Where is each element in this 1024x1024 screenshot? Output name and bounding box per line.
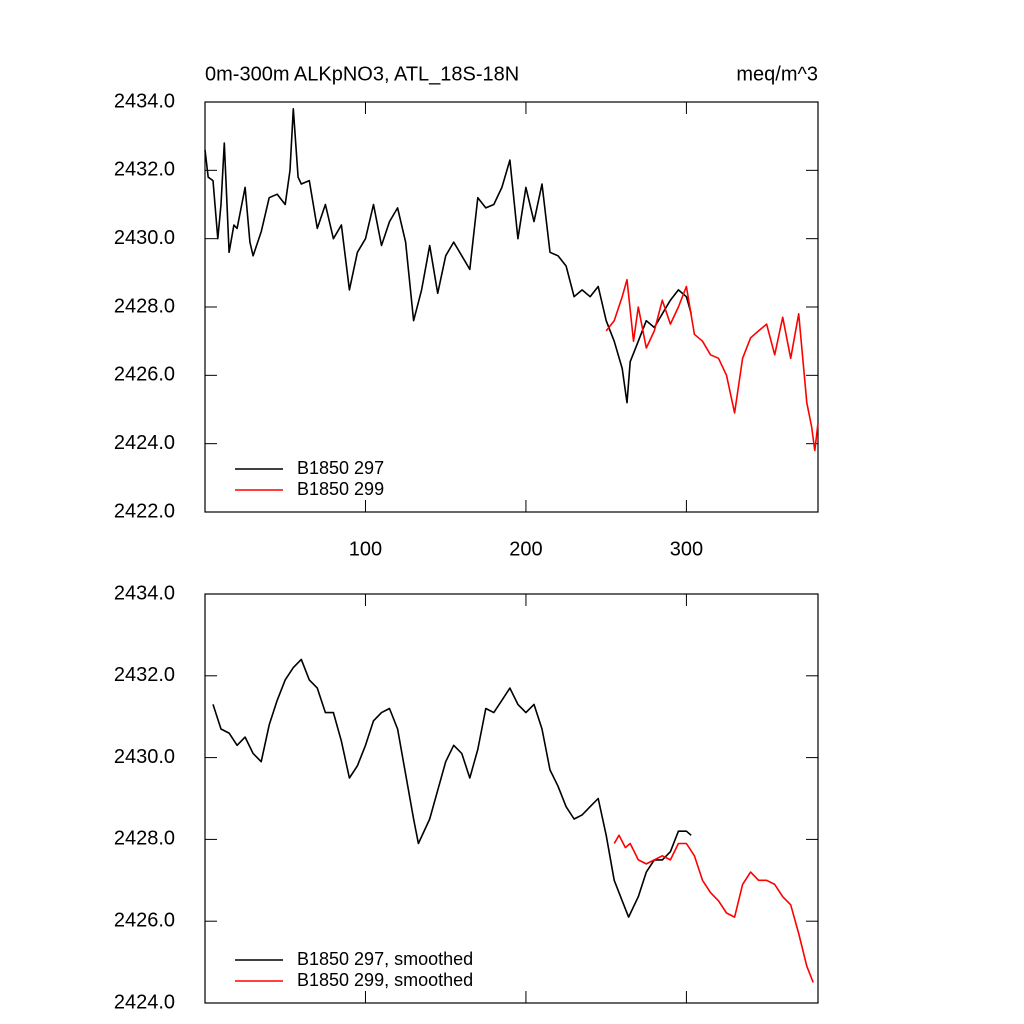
y-tick-label: 2426.0 [114,909,175,931]
chart-title: 0m-300m ALKpNO3, ATL_18S-18N [205,63,519,85]
plot-frame [204,593,819,1004]
y-tick-label: 2422.0 [114,500,175,522]
x-tick-label: 300 [670,538,703,560]
y-tick-label: 2428.0 [114,828,175,850]
y-tick-label: 2428.0 [114,295,175,317]
legend-label: B1850 297, smoothed [297,949,473,969]
y-tick-label: 2424.0 [114,432,175,454]
series-line [613,834,814,983]
units-label: meq/m^3 [736,63,818,85]
y-tick-label: 2426.0 [114,364,175,386]
series-line [605,278,819,452]
y-tick-label: 2432.0 [114,664,175,686]
y-tick-label: 2434.0 [114,90,175,112]
y-tick-label: 2424.0 [114,991,175,1013]
y-tick-label: 2430.0 [114,746,175,768]
legend-label: B1850 299, smoothed [297,970,473,990]
series-line [204,108,692,404]
y-tick-label: 2432.0 [114,159,175,181]
legend-label: B1850 297 [297,458,384,478]
y-tick-label: 2430.0 [114,227,175,249]
y-tick-label: 2434.0 [114,582,175,604]
series-line [212,658,692,918]
x-tick-label: 200 [509,538,542,560]
x-tick-label: 100 [349,538,382,560]
legend-label: B1850 299 [297,479,384,499]
